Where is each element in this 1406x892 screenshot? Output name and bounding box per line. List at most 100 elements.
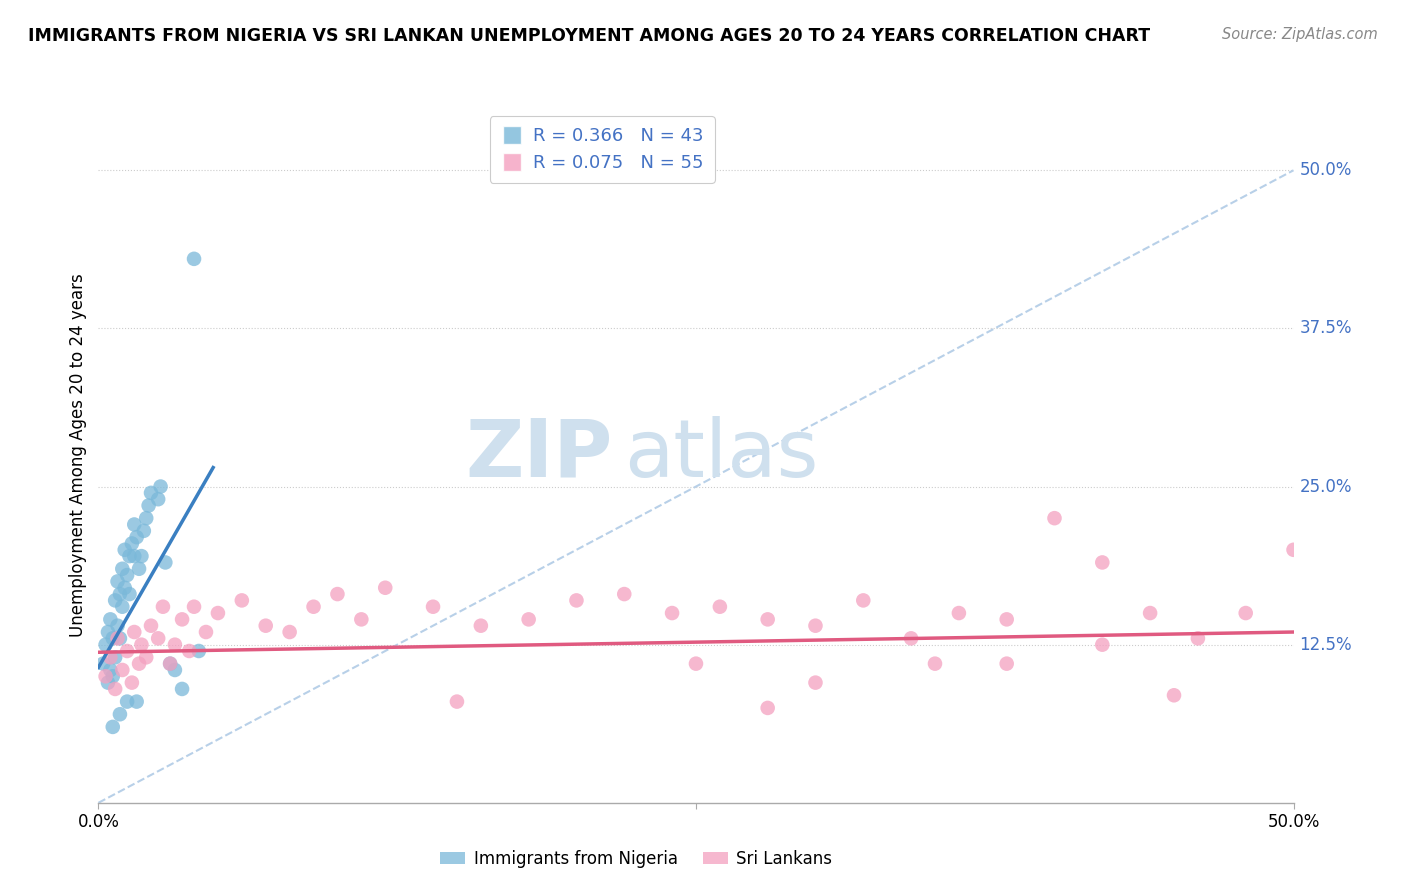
- Point: [172, 681, 194, 696]
- Point: [104, 650, 127, 665]
- Point: [135, 650, 157, 665]
- Point: [128, 562, 150, 576]
- Point: [1091, 556, 1114, 570]
- Y-axis label: Unemployment Among Ages 20 to 24 years: Unemployment Among Ages 20 to 24 years: [69, 273, 87, 637]
- Point: [446, 695, 468, 709]
- Point: [124, 517, 146, 532]
- Text: 25.0%: 25.0%: [1299, 477, 1353, 496]
- Point: [302, 599, 325, 614]
- Point: [179, 644, 201, 658]
- Point: [1234, 606, 1257, 620]
- Point: [1163, 688, 1185, 702]
- Point: [108, 587, 131, 601]
- Point: [565, 593, 588, 607]
- Point: [107, 574, 129, 589]
- Point: [374, 581, 396, 595]
- Point: [111, 562, 134, 576]
- Point: [114, 542, 136, 557]
- Point: [138, 499, 160, 513]
- Point: [995, 612, 1018, 626]
- Point: [470, 618, 492, 632]
- Text: Source: ZipAtlas.com: Source: ZipAtlas.com: [1222, 27, 1378, 42]
- Point: [118, 549, 141, 563]
- Text: 50.0%: 50.0%: [1299, 161, 1353, 179]
- Point: [125, 530, 148, 544]
- Point: [995, 657, 1018, 671]
- Point: [924, 657, 946, 671]
- Point: [756, 612, 779, 626]
- Text: 12.5%: 12.5%: [1299, 636, 1353, 654]
- Point: [139, 486, 162, 500]
- Point: [685, 657, 707, 671]
- Point: [804, 618, 827, 632]
- Point: [121, 536, 143, 550]
- Text: ZIP: ZIP: [465, 416, 612, 494]
- Point: [121, 675, 143, 690]
- Point: [135, 511, 157, 525]
- Point: [115, 568, 138, 582]
- Point: [98, 663, 122, 677]
- Point: [152, 599, 174, 614]
- Point: [107, 632, 129, 646]
- Point: [148, 632, 170, 646]
- Point: [1187, 632, 1209, 646]
- Point: [128, 657, 150, 671]
- Point: [101, 632, 124, 646]
- Point: [804, 675, 827, 690]
- Point: [131, 549, 153, 563]
- Point: [108, 707, 131, 722]
- Point: [1139, 606, 1161, 620]
- Point: [132, 524, 155, 538]
- Point: [108, 632, 131, 646]
- Point: [1043, 511, 1066, 525]
- Point: [159, 657, 181, 671]
- Point: [1091, 638, 1114, 652]
- Point: [124, 549, 146, 563]
- Text: atlas: atlas: [624, 416, 818, 494]
- Point: [91, 657, 114, 671]
- Point: [94, 669, 117, 683]
- Legend: Immigrants from Nigeria, Sri Lankans: Immigrants from Nigeria, Sri Lankans: [433, 843, 839, 874]
- Point: [97, 675, 120, 690]
- Point: [97, 625, 120, 640]
- Point: [101, 669, 124, 683]
- Point: [115, 644, 138, 658]
- Point: [111, 599, 134, 614]
- Point: [98, 650, 122, 665]
- Point: [350, 612, 373, 626]
- Point: [183, 252, 205, 266]
- Point: [207, 606, 229, 620]
- Point: [326, 587, 349, 601]
- Point: [1282, 542, 1305, 557]
- Point: [94, 638, 117, 652]
- Point: [183, 599, 205, 614]
- Point: [155, 556, 177, 570]
- Point: [852, 593, 875, 607]
- Point: [115, 695, 138, 709]
- Point: [613, 587, 636, 601]
- Point: [709, 599, 731, 614]
- Point: [661, 606, 683, 620]
- Point: [131, 638, 153, 652]
- Point: [101, 720, 124, 734]
- Point: [111, 663, 134, 677]
- Point: [107, 618, 129, 632]
- Point: [148, 492, 170, 507]
- Point: [125, 695, 148, 709]
- Point: [139, 618, 162, 632]
- Point: [194, 625, 217, 640]
- Point: [159, 657, 181, 671]
- Point: [172, 612, 194, 626]
- Point: [118, 587, 141, 601]
- Point: [104, 681, 127, 696]
- Point: [163, 663, 186, 677]
- Point: [104, 593, 127, 607]
- Point: [278, 625, 301, 640]
- Point: [756, 701, 779, 715]
- Point: [187, 644, 209, 658]
- Point: [163, 638, 186, 652]
- Point: [948, 606, 970, 620]
- Point: [149, 479, 172, 493]
- Point: [98, 612, 122, 626]
- Text: IMMIGRANTS FROM NIGERIA VS SRI LANKAN UNEMPLOYMENT AMONG AGES 20 TO 24 YEARS COR: IMMIGRANTS FROM NIGERIA VS SRI LANKAN UN…: [28, 27, 1150, 45]
